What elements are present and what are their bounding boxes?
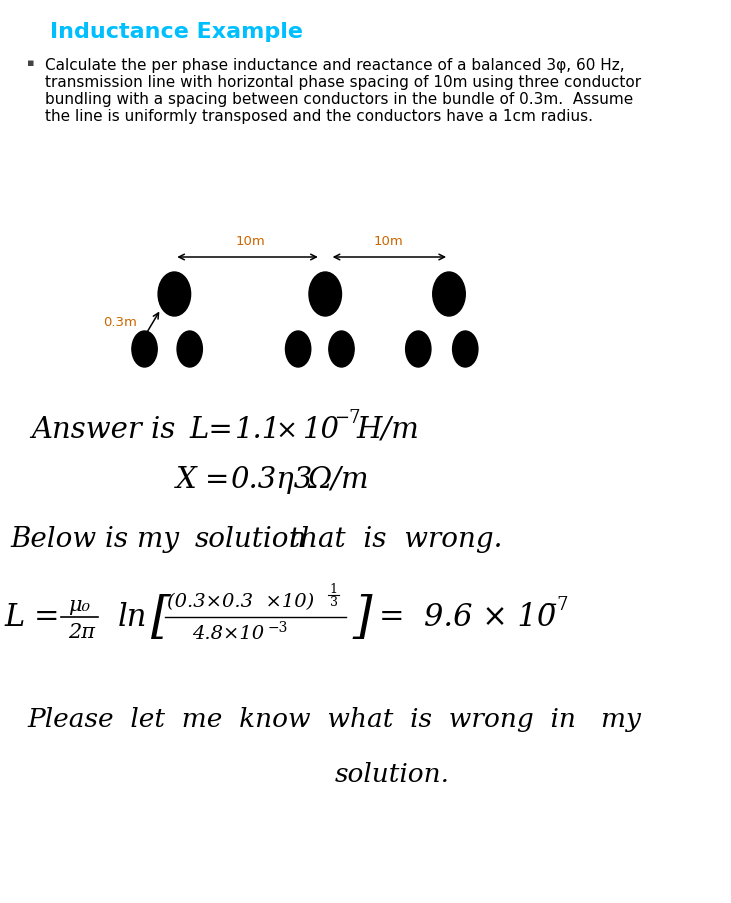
Ellipse shape (158, 273, 191, 317)
Ellipse shape (406, 331, 431, 368)
Text: ln: ln (118, 601, 147, 633)
Text: [: [ (151, 592, 170, 642)
Text: −7: −7 (542, 595, 569, 613)
Ellipse shape (433, 273, 465, 317)
Text: 10m: 10m (374, 235, 404, 247)
Text: 0.3η3: 0.3η3 (230, 465, 313, 493)
Ellipse shape (309, 273, 341, 317)
Text: Answer is: Answer is (31, 415, 176, 443)
Text: Ω/m: Ω/m (307, 465, 368, 493)
Text: Inductance Example: Inductance Example (50, 22, 303, 42)
Text: −3: −3 (268, 620, 288, 634)
Text: ▪: ▪ (27, 58, 34, 68)
Text: 10: 10 (303, 415, 340, 443)
Text: 1.1: 1.1 (235, 415, 281, 443)
Text: (0.3×0.3  ×10): (0.3×0.3 ×10) (167, 592, 314, 610)
Text: Calculate the per phase inductance and reactance of a balanced 3φ, 60 Hz,: Calculate the per phase inductance and r… (45, 58, 625, 73)
Text: 10m: 10m (235, 235, 265, 247)
Text: 1: 1 (330, 582, 338, 596)
Text: that  is  wrong.: that is wrong. (289, 526, 503, 553)
Text: =  9.6 × 10: = 9.6 × 10 (379, 601, 557, 633)
Text: 4.8×10: 4.8×10 (192, 624, 265, 642)
Text: μ₀: μ₀ (68, 596, 90, 615)
Text: solution.: solution. (334, 761, 450, 787)
Text: Below is my: Below is my (11, 526, 180, 553)
Text: Please  let  me  know  what  is  wrong  in   my: Please let me know what is wrong in my (27, 707, 641, 731)
Ellipse shape (452, 331, 478, 368)
Text: bundling with a spacing between conductors in the bundle of 0.3m.  Assume: bundling with a spacing between conducto… (45, 92, 634, 107)
Text: L =: L = (4, 601, 60, 633)
Text: transmission line with horizontal phase spacing of 10m using three conductor: transmission line with horizontal phase … (45, 75, 641, 90)
Text: 2π: 2π (68, 623, 95, 642)
Ellipse shape (286, 331, 311, 368)
Text: X =: X = (176, 465, 230, 493)
Text: solution: solution (194, 526, 306, 553)
Text: ]: ] (352, 592, 372, 642)
Ellipse shape (177, 331, 202, 368)
Text: −7: −7 (334, 408, 361, 426)
Text: H/m: H/m (357, 415, 420, 443)
Text: ×: × (276, 417, 298, 442)
Text: 0.3m: 0.3m (103, 316, 137, 329)
Text: the line is uniformly transposed and the conductors have a 1cm radius.: the line is uniformly transposed and the… (45, 109, 593, 124)
Ellipse shape (329, 331, 354, 368)
Ellipse shape (132, 331, 157, 368)
Text: L=: L= (190, 415, 233, 443)
Text: 3: 3 (330, 596, 338, 609)
